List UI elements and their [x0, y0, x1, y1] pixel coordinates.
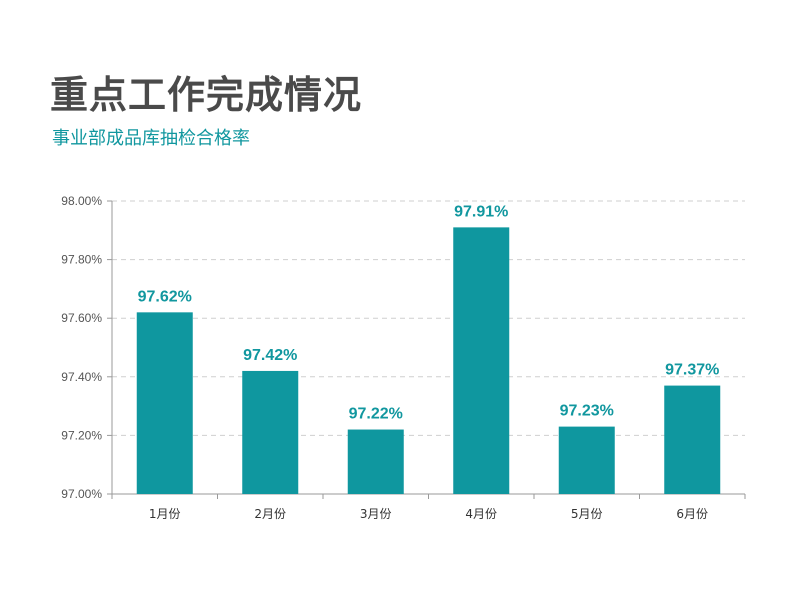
- data-label: 97.37%: [665, 362, 719, 379]
- bar: [242, 370, 299, 494]
- page-title: 重点工作完成情况: [50, 73, 363, 117]
- bar: [664, 385, 721, 494]
- y-tick-label: 97.80%: [61, 253, 102, 267]
- axes: [107, 200, 746, 499]
- x-tick-label: 3月份: [360, 507, 392, 521]
- x-tick-label: 6月份: [676, 507, 708, 521]
- y-tick-label: 97.40%: [61, 370, 102, 384]
- grid-lines: [112, 200, 745, 436]
- y-tick-label: 97.00%: [61, 487, 102, 501]
- x-tick-label: 4月份: [465, 507, 497, 521]
- x-tick-label: 2月份: [254, 507, 286, 521]
- bar: [558, 426, 615, 494]
- y-tick-label: 98.00%: [61, 194, 102, 208]
- y-tick-label: 97.20%: [61, 428, 102, 442]
- labels: 97.00% 97.20% 97.40% 97.60% 97.80% 98.00% 97.6…: [61, 194, 719, 521]
- bar: [136, 312, 193, 494]
- bar: [453, 227, 510, 494]
- data-label: 97.62%: [138, 288, 192, 305]
- bars: [136, 227, 721, 494]
- data-label: 97.42%: [243, 347, 297, 364]
- x-tick-label: 1月份: [149, 507, 181, 521]
- data-label: 97.91%: [454, 203, 508, 220]
- data-label: 97.23%: [560, 403, 614, 420]
- y-tick-label: 97.60%: [61, 311, 102, 325]
- x-tick-label: 5月份: [571, 507, 603, 521]
- bar: [347, 429, 404, 494]
- data-label: 97.22%: [349, 406, 403, 423]
- page-subtitle: 事业部成品库抽检合格率: [52, 128, 250, 149]
